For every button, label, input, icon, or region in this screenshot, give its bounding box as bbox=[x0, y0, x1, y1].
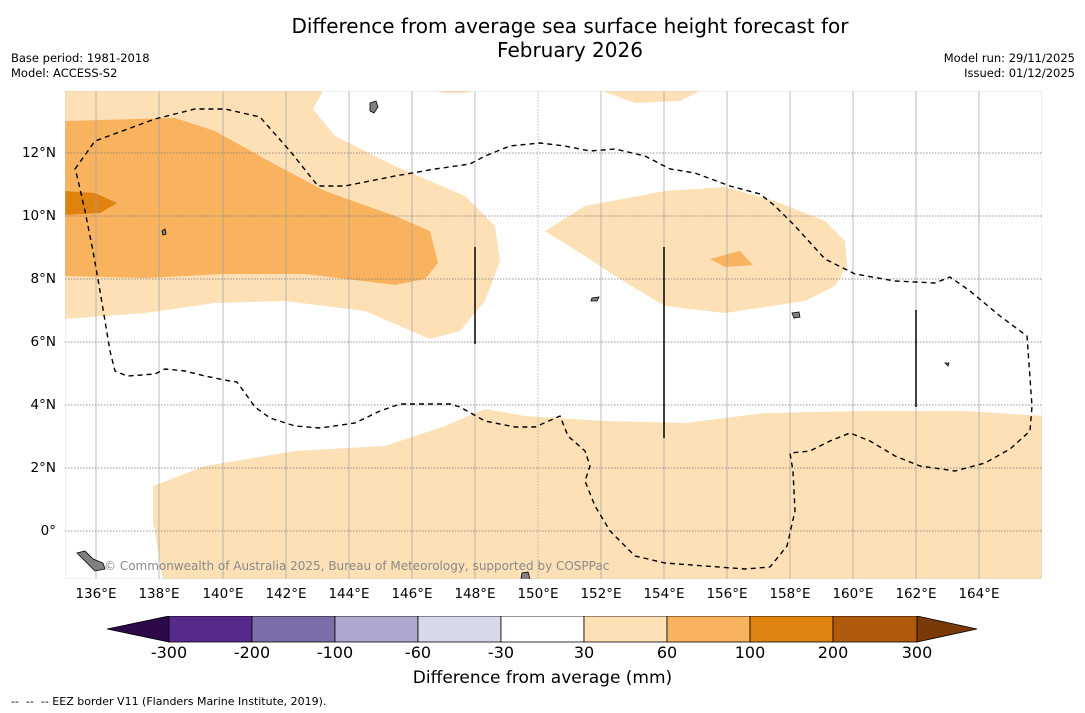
anomaly-region-strong bbox=[65, 191, 117, 215]
lat-label: 2°N bbox=[30, 460, 56, 476]
lon-label: 156°E bbox=[706, 586, 748, 602]
colorbar-tick: 100 bbox=[734, 643, 766, 662]
lat-label: 4°N bbox=[30, 397, 56, 413]
anomaly-region-south bbox=[153, 409, 1042, 579]
colorbar-max-arrow bbox=[916, 616, 978, 643]
eez-border bbox=[74, 108, 1033, 570]
island-7 bbox=[520, 571, 531, 579]
anomaly-region-medium bbox=[65, 118, 438, 285]
anomaly-region-central bbox=[545, 187, 847, 313]
lon-label: 136°E bbox=[75, 586, 117, 602]
lon-label: 142°E bbox=[265, 586, 307, 602]
colorbar bbox=[107, 616, 978, 643]
lat-label: 10°N bbox=[21, 208, 56, 224]
island-6 bbox=[76, 550, 106, 572]
meta-left: Base period: 1981-2018 Model: ACCESS-S2 bbox=[11, 51, 150, 81]
lon-label: 146°E bbox=[391, 586, 433, 602]
eez-footnote: -- -- -- EEZ border V11 (Flanders Marine… bbox=[11, 695, 327, 708]
colorbar-tick: -60 bbox=[404, 643, 432, 662]
lon-label: 144°E bbox=[328, 586, 370, 602]
island-1 bbox=[369, 100, 379, 114]
colorbar-tick: 300 bbox=[901, 643, 933, 662]
colorbar-tick: 60 bbox=[656, 643, 678, 662]
island-5 bbox=[944, 362, 950, 367]
lat-label: 6°N bbox=[30, 334, 56, 350]
lon-label: 158°E bbox=[769, 586, 811, 602]
map-title: Difference from average sea surface heig… bbox=[0, 14, 1085, 62]
title-line-2: February 2026 bbox=[497, 38, 643, 62]
meta-right: Model run: 29/11/2025 Issued: 01/12/2025 bbox=[944, 51, 1075, 81]
lat-label: 8°N bbox=[30, 271, 56, 287]
colorbar-tick: -30 bbox=[487, 643, 515, 662]
lon-label: 152°E bbox=[580, 586, 622, 602]
colorbar-segment bbox=[500, 616, 585, 643]
lon-label: 162°E bbox=[895, 586, 937, 602]
colorbar-tick: 30 bbox=[573, 643, 595, 662]
lat-label: 12°N bbox=[21, 145, 56, 161]
lon-label: 140°E bbox=[202, 586, 244, 602]
colorbar-segment bbox=[832, 616, 918, 643]
copyright-notice: © Commonwealth of Australia 2025, Bureau… bbox=[104, 559, 610, 573]
colorbar-label: Difference from average (mm) bbox=[412, 668, 673, 688]
map-plot bbox=[65, 91, 1042, 579]
colorbar-tick: -300 bbox=[150, 643, 188, 662]
base-period: Base period: 1981-2018 bbox=[11, 51, 150, 65]
colorbar-tick: 200 bbox=[817, 643, 849, 662]
lon-label: 138°E bbox=[138, 586, 180, 602]
anomaly-region-medium-small bbox=[710, 251, 753, 267]
colorbar-segment bbox=[417, 616, 502, 643]
island-2 bbox=[161, 228, 167, 236]
colorbar-segment bbox=[168, 616, 253, 643]
islands bbox=[76, 100, 950, 579]
colorbar-segment bbox=[251, 616, 336, 643]
issued-date: Issued: 01/12/2025 bbox=[964, 66, 1075, 80]
model-name: Model: ACCESS-S2 bbox=[11, 66, 118, 80]
lon-label: 160°E bbox=[832, 586, 874, 602]
colorbar-segment bbox=[334, 616, 419, 643]
colorbar-segment bbox=[749, 616, 834, 643]
lon-label: 154°E bbox=[643, 586, 685, 602]
colorbar-tick: -100 bbox=[316, 643, 354, 662]
lat-label: 0° bbox=[40, 523, 56, 539]
island-3 bbox=[590, 296, 600, 302]
model-run: Model run: 29/11/2025 bbox=[943, 51, 1075, 65]
boundary-lines bbox=[474, 247, 917, 438]
anomaly-region-top-small-1 bbox=[435, 91, 475, 93]
colorbar-tick: -200 bbox=[233, 643, 271, 662]
colorbar-segment bbox=[583, 616, 668, 643]
title-line-1: Difference from average sea surface heig… bbox=[291, 14, 849, 38]
colorbar-segment bbox=[666, 616, 751, 643]
lon-label: 148°E bbox=[454, 586, 496, 602]
colorbar-min-arrow bbox=[107, 616, 170, 643]
island-4 bbox=[791, 311, 801, 319]
lon-label: 164°E bbox=[958, 586, 1000, 602]
lon-label: 150°E bbox=[517, 586, 559, 602]
anomaly-region-top-small-2 bbox=[602, 91, 700, 103]
